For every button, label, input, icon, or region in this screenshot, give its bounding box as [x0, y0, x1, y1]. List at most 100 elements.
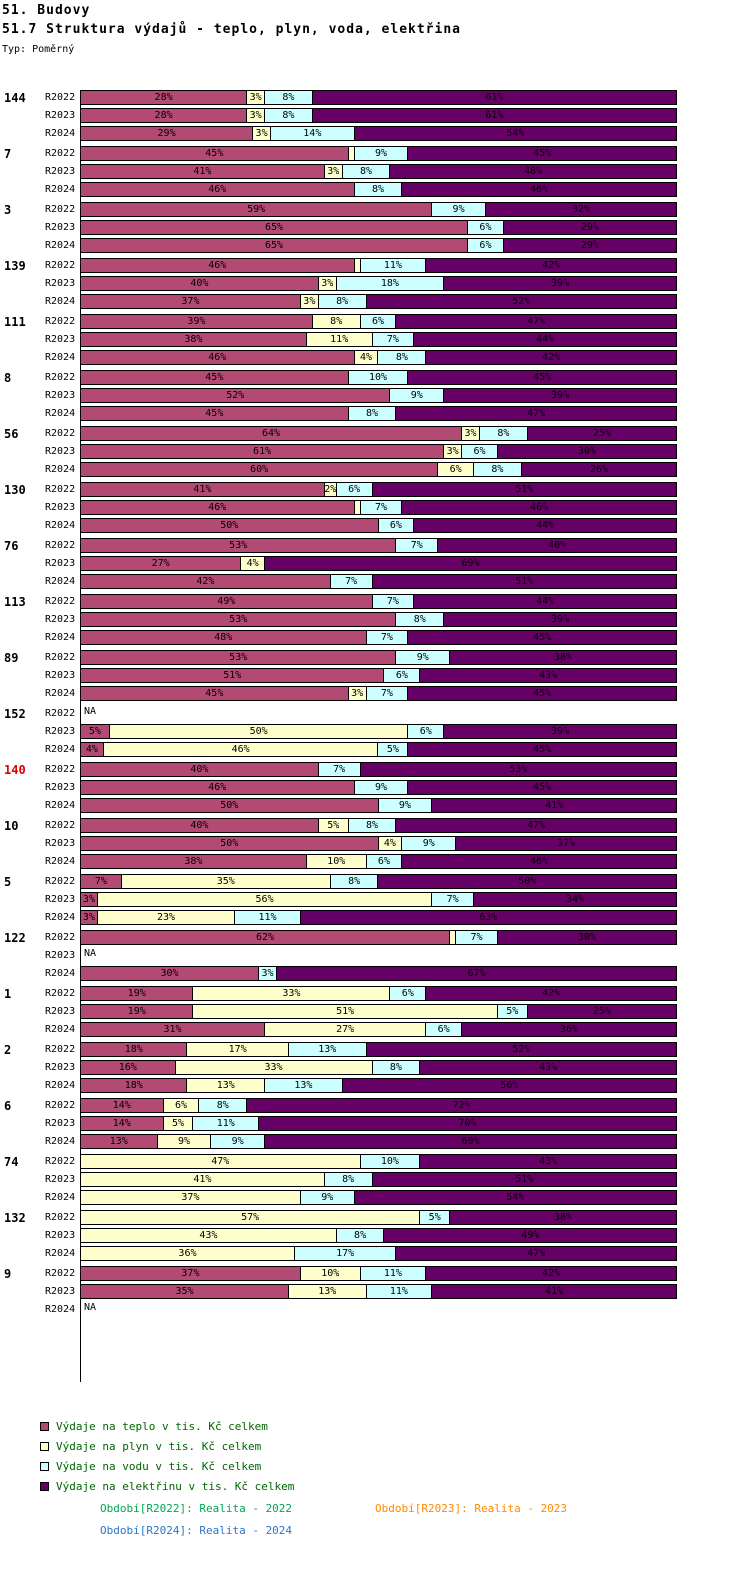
stacked-bar: 46% 4% 8% 42%: [80, 350, 677, 365]
period-label: R2023: [45, 446, 76, 457]
bar-segment-plyn: 17%: [187, 1042, 289, 1057]
stacked-bar: 13% 9% 9% 69%: [80, 1134, 677, 1149]
bar-segment-plyn: [348, 146, 355, 161]
stacked-bar: 18% 13% 13% 56%: [80, 1078, 677, 1093]
bar-segment-voda: 8%: [342, 164, 391, 179]
bar-segment-plyn: 4%: [241, 556, 266, 571]
bar-segment-teplo: 29%: [80, 126, 254, 141]
bar-segment-teplo: 39%: [80, 314, 313, 329]
bar-row: R2024 36% 17% 47%: [0, 1246, 750, 1261]
bar-row: R2024 50% 9% 41%: [0, 798, 750, 813]
bar-segment-voda: 18%: [336, 276, 445, 291]
period-label: R2022: [45, 316, 76, 327]
bar-segment-plyn: 37%: [80, 1190, 301, 1205]
period-label: R2024: [45, 1248, 76, 1259]
bar-segment-teplo: 14%: [80, 1116, 164, 1131]
legend-swatch-voda-icon: [40, 1461, 49, 1471]
bar-segment-plyn: 51%: [193, 1004, 498, 1019]
bar-segment-elektrina: 54%: [354, 126, 677, 141]
group-id-label: 3: [4, 202, 12, 217]
bar-segment-elektrina: 43%: [420, 668, 677, 683]
bar-segment-teplo: 13%: [80, 1134, 158, 1149]
bar-segment-elektrina: 45%: [408, 370, 677, 385]
bar-row: R2024 18% 13% 13% 56%: [0, 1078, 750, 1093]
bar-segment-teplo: 40%: [80, 818, 319, 833]
stacked-bar: 4% 46% 5% 45%: [80, 742, 677, 757]
stacked-bar: 46% 7% 46%: [80, 500, 677, 515]
bar-segment-voda: 6%: [366, 854, 403, 869]
stacked-bar: 45% 3% 7% 45%: [80, 686, 677, 701]
stacked-bar: 36% 17% 47%: [80, 1246, 677, 1261]
bar-group-56: 56 R2022 64% 3% 8% 25% R2023 61% 3% 6% 30% R2024 60%…: [0, 426, 750, 477]
bar-segment-plyn: 3%: [324, 164, 343, 179]
bar-segment-voda: 11%: [193, 1116, 260, 1131]
bar-row: R2024 38% 10% 6% 46%: [0, 854, 750, 869]
stacked-bar: 41% 2% 6% 51%: [80, 482, 677, 497]
bar-segment-elektrina: 42%: [426, 986, 677, 1001]
bar-segment-plyn: 3%: [300, 294, 319, 309]
bar-segment-teplo: 42%: [80, 574, 331, 589]
period-label: R2024: [45, 464, 76, 475]
bar-segment-teplo: 45%: [80, 370, 349, 385]
bar-segment-voda: 6%: [426, 1022, 463, 1037]
bar-row: 6 R2022 14% 6% 8% 72%: [0, 1098, 750, 1113]
stacked-bar: 31% 27% 6% 36%: [80, 1022, 677, 1037]
bar-segment-elektrina: 39%: [444, 724, 677, 739]
bar-group-140: 140 R2022 40% 7% 53% R2023 46% 9% 45% R2024 50% 9% 4…: [0, 762, 750, 813]
bar-segment-teplo: 30%: [80, 966, 260, 981]
bar-segment-teplo: 65%: [80, 220, 469, 235]
bar-segment-plyn: 36%: [80, 1246, 295, 1261]
bar-segment-elektrina: 50%: [378, 874, 677, 889]
stacked-bar: 45% 9% 45%: [80, 146, 677, 161]
stacked-bar: 48% 7% 45%: [80, 630, 677, 645]
bar-segment-teplo: 41%: [80, 164, 325, 179]
bar-segment-elektrina: 38%: [450, 650, 677, 665]
stacked-bar: 39% 8% 6% 47%: [80, 314, 677, 329]
period-label: R2024: [45, 352, 76, 363]
bar-group-89: 89 R2022 53% 9% 38% R2023 51% 6% 43% R2024 45% 3% 7%…: [0, 650, 750, 701]
period-label: R2024: [45, 1024, 76, 1035]
bar-segment-teplo: 52%: [80, 388, 391, 403]
bar-segment-plyn: 3%: [247, 108, 266, 123]
bar-segment-plyn: 5%: [318, 818, 349, 833]
period-note-r2023: Období[R2023]: Realita - 2023: [375, 1502, 568, 1515]
stacked-bar: 46% 9% 45%: [80, 780, 677, 795]
stacked-bar: 46% 8% 46%: [80, 182, 677, 197]
bar-row: R2024 NA: [0, 1302, 750, 1317]
bar-segment-voda: 7%: [372, 594, 415, 609]
period-label: R2022: [45, 876, 76, 887]
bar-segment-teplo: 31%: [80, 1022, 266, 1037]
bar-segment-voda: 11%: [366, 1284, 433, 1299]
stacked-bar: 61% 3% 6% 30%: [80, 444, 677, 459]
bar-segment-teplo: 53%: [80, 650, 397, 665]
stacked-bar: 50% 9% 41%: [80, 798, 677, 813]
bar-row: R2024 50% 6% 44%: [0, 518, 750, 533]
bar-segment-teplo: 7%: [80, 874, 122, 889]
legend-item-plyn: Výdaje na plyn v tis. Kč celkem: [40, 1436, 294, 1456]
na-label: NA: [84, 706, 97, 717]
legend-label: Výdaje na elektřinu v tis. Kč celkem: [56, 1479, 295, 1493]
chart-title: 51.7 Struktura výdajů - teplo, plyn, vod…: [2, 22, 461, 37]
bar-segment-elektrina: 45%: [408, 742, 677, 757]
bar-segment-elektrina: 44%: [414, 332, 677, 347]
bar-segment-plyn: 2%: [324, 482, 337, 497]
bar-row: R2023 27% 4% 69%: [0, 556, 750, 571]
bar-row: 2 R2022 18% 17% 13% 52%: [0, 1042, 750, 1057]
bar-segment-elektrina: 45%: [408, 686, 677, 701]
bar-row: R2023 41% 3% 8% 48%: [0, 164, 750, 179]
bar-segment-teplo: 40%: [80, 276, 319, 291]
period-label: R2022: [45, 1212, 76, 1223]
period-label: R2024: [45, 800, 76, 811]
bar-row: 89 R2022 53% 9% 38%: [0, 650, 750, 665]
bar-segment-voda: 6%: [468, 220, 504, 235]
bar-row: R2023 61% 3% 6% 30%: [0, 444, 750, 459]
bar-segment-elektrina: 44%: [414, 518, 677, 533]
stacked-bar: 35% 13% 11% 41%: [80, 1284, 677, 1299]
period-label: R2024: [45, 520, 76, 531]
group-id-label: 76: [4, 538, 19, 553]
stacked-bar: 18% 17% 13% 52%: [80, 1042, 677, 1057]
bar-segment-plyn: 4%: [354, 350, 379, 365]
bar-segment-teplo: 50%: [80, 518, 379, 533]
bar-segment-plyn: 46%: [103, 742, 379, 757]
stacked-bar: 30% 3% 67%: [80, 966, 677, 981]
